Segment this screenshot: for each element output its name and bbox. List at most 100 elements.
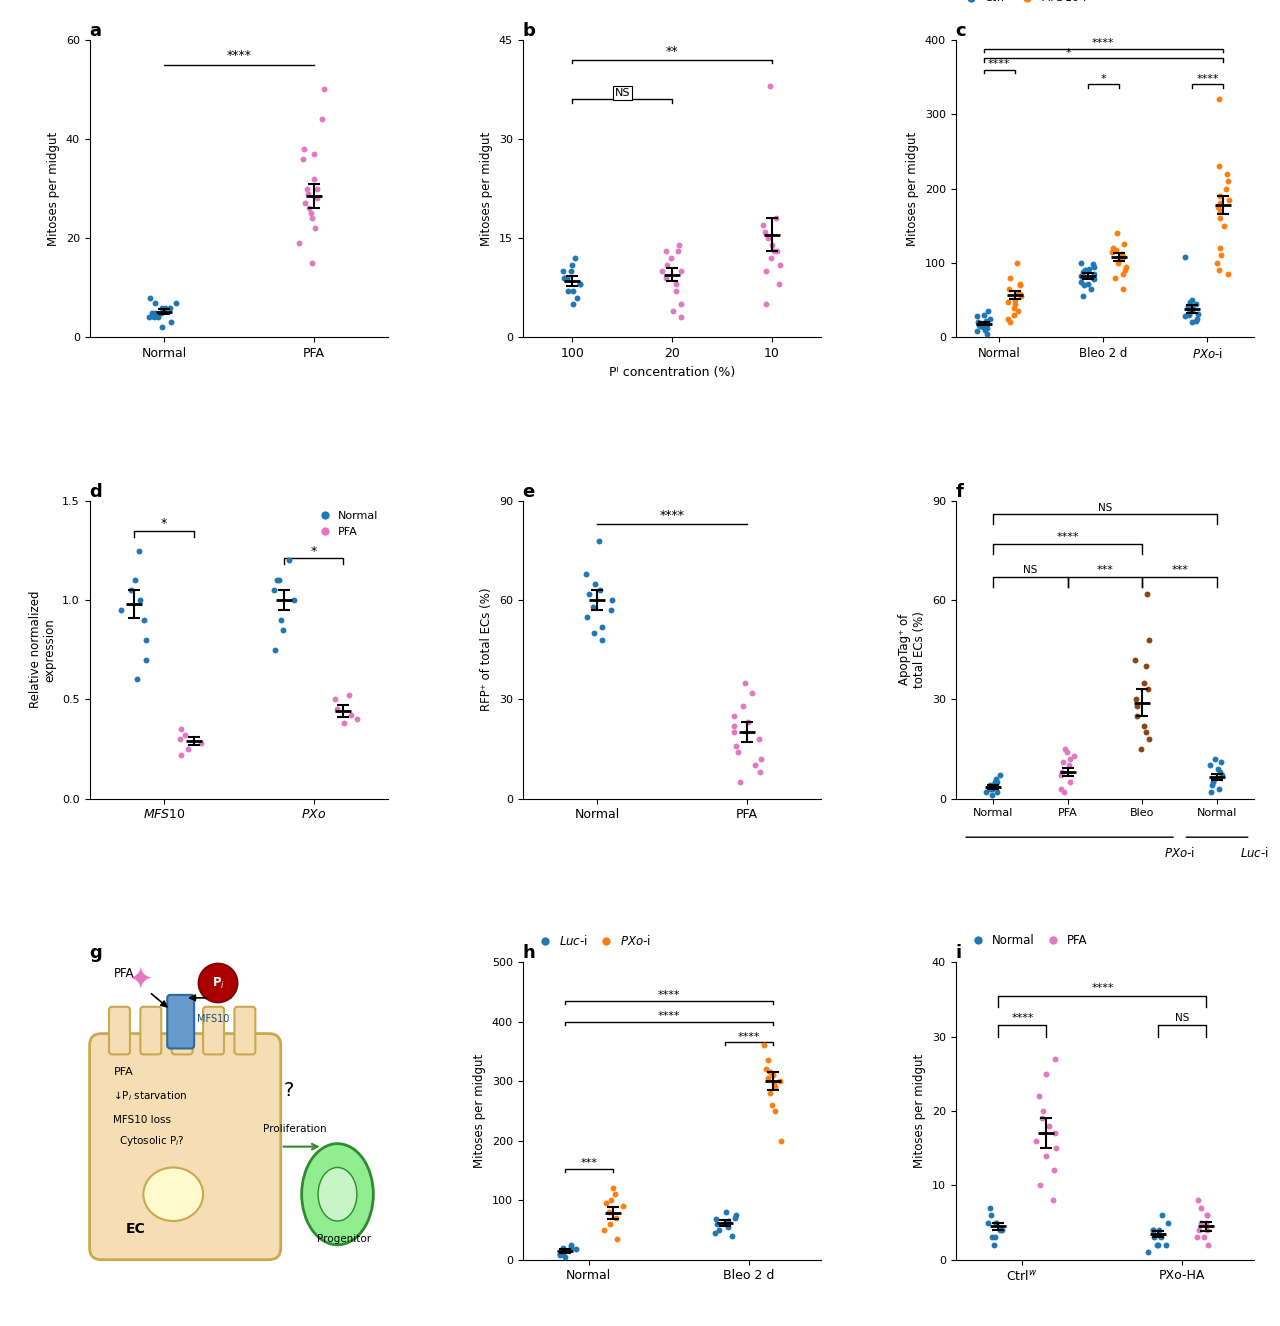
Point bbox=[1039, 1115, 1060, 1136]
Point bbox=[1114, 233, 1134, 255]
Point bbox=[1151, 1204, 1171, 1225]
Point bbox=[591, 617, 612, 638]
Point bbox=[1000, 312, 1020, 333]
Point bbox=[1188, 302, 1208, 324]
Legend: Ctrl$^v$, $MFS10$-i$^v$: Ctrl$^v$, $MFS10$-i$^v$ bbox=[955, 0, 1097, 9]
Text: g: g bbox=[90, 944, 102, 963]
Point bbox=[728, 741, 749, 762]
Point bbox=[750, 761, 771, 782]
Point bbox=[1187, 1227, 1207, 1248]
Point bbox=[294, 192, 315, 213]
Point bbox=[767, 241, 787, 263]
Point bbox=[723, 715, 744, 736]
Point bbox=[652, 261, 672, 282]
Point bbox=[566, 248, 586, 269]
Text: Proliferation: Proliferation bbox=[262, 1123, 326, 1134]
Point bbox=[1201, 781, 1221, 802]
Point bbox=[127, 668, 147, 690]
Text: ****: **** bbox=[227, 49, 251, 62]
Text: ****: **** bbox=[1197, 74, 1219, 84]
Text: c: c bbox=[956, 21, 966, 40]
Point bbox=[984, 1227, 1005, 1248]
Text: ?: ? bbox=[284, 1081, 294, 1101]
Point bbox=[1126, 705, 1147, 727]
Point bbox=[657, 268, 677, 289]
Point bbox=[595, 1192, 616, 1213]
Circle shape bbox=[198, 964, 238, 1002]
Point bbox=[1210, 192, 1230, 213]
Point bbox=[1029, 1175, 1050, 1196]
Point bbox=[1212, 765, 1233, 786]
Point bbox=[1083, 269, 1103, 290]
Point bbox=[1110, 248, 1130, 269]
Text: d: d bbox=[90, 483, 102, 501]
Point bbox=[998, 290, 1019, 312]
FancyBboxPatch shape bbox=[109, 1006, 131, 1054]
Point bbox=[273, 619, 293, 640]
Point bbox=[980, 1197, 1001, 1219]
Point bbox=[966, 306, 987, 328]
Point bbox=[1004, 305, 1024, 326]
Point bbox=[1211, 752, 1231, 773]
Point bbox=[977, 781, 997, 802]
Point bbox=[1197, 1204, 1217, 1225]
Point bbox=[1207, 758, 1228, 780]
Point bbox=[1203, 772, 1224, 793]
Point bbox=[1005, 289, 1025, 310]
Point bbox=[1179, 290, 1199, 312]
Point bbox=[562, 255, 582, 276]
Point bbox=[1044, 1160, 1065, 1181]
Point bbox=[1073, 261, 1093, 282]
Point bbox=[979, 308, 1000, 329]
Point bbox=[666, 280, 686, 301]
Point bbox=[1181, 301, 1202, 322]
Point bbox=[1197, 1235, 1217, 1256]
FancyBboxPatch shape bbox=[168, 994, 195, 1049]
Point bbox=[566, 1238, 586, 1260]
Point bbox=[969, 316, 989, 337]
Point bbox=[741, 682, 762, 703]
Y-axis label: Mitoses per midgut: Mitoses per midgut bbox=[480, 131, 493, 245]
Legend: Normal, PFA: Normal, PFA bbox=[308, 507, 383, 541]
Point bbox=[986, 768, 1006, 789]
Point bbox=[298, 198, 319, 219]
Point bbox=[607, 1228, 627, 1249]
Text: $PXo$-i: $PXo$-i bbox=[1165, 846, 1196, 861]
Point bbox=[1007, 301, 1028, 322]
Point bbox=[1073, 286, 1093, 308]
Legend: $Luc$-i, $PXo$-i: $Luc$-i, $PXo$-i bbox=[529, 930, 655, 953]
Point bbox=[657, 255, 677, 276]
Point bbox=[1078, 273, 1098, 294]
Text: ****: **** bbox=[1091, 984, 1114, 993]
Point bbox=[303, 143, 324, 164]
Point bbox=[1051, 765, 1071, 786]
Point bbox=[1210, 761, 1230, 782]
Point bbox=[1126, 695, 1147, 716]
Point bbox=[178, 739, 198, 760]
Point bbox=[660, 248, 681, 269]
Point bbox=[1219, 190, 1239, 211]
Point bbox=[579, 583, 599, 605]
Point bbox=[266, 570, 287, 591]
Point bbox=[307, 178, 328, 199]
Point bbox=[1043, 1189, 1064, 1211]
Text: PFA: PFA bbox=[114, 1067, 133, 1077]
Point bbox=[605, 1184, 626, 1205]
Point bbox=[1178, 296, 1198, 317]
Point bbox=[969, 314, 989, 335]
Text: ****: **** bbox=[988, 58, 1010, 69]
Point bbox=[1185, 310, 1206, 332]
Point bbox=[969, 313, 989, 334]
Point bbox=[124, 570, 145, 591]
FancyBboxPatch shape bbox=[204, 1006, 224, 1054]
Point bbox=[1125, 688, 1146, 709]
Point bbox=[129, 590, 150, 611]
Point bbox=[1084, 264, 1105, 285]
Point bbox=[771, 1070, 791, 1091]
Point bbox=[584, 573, 604, 594]
Point bbox=[1052, 761, 1073, 782]
Point bbox=[1115, 256, 1135, 277]
Point bbox=[1190, 1212, 1211, 1233]
Text: EC: EC bbox=[125, 1223, 145, 1236]
Point bbox=[136, 630, 156, 651]
